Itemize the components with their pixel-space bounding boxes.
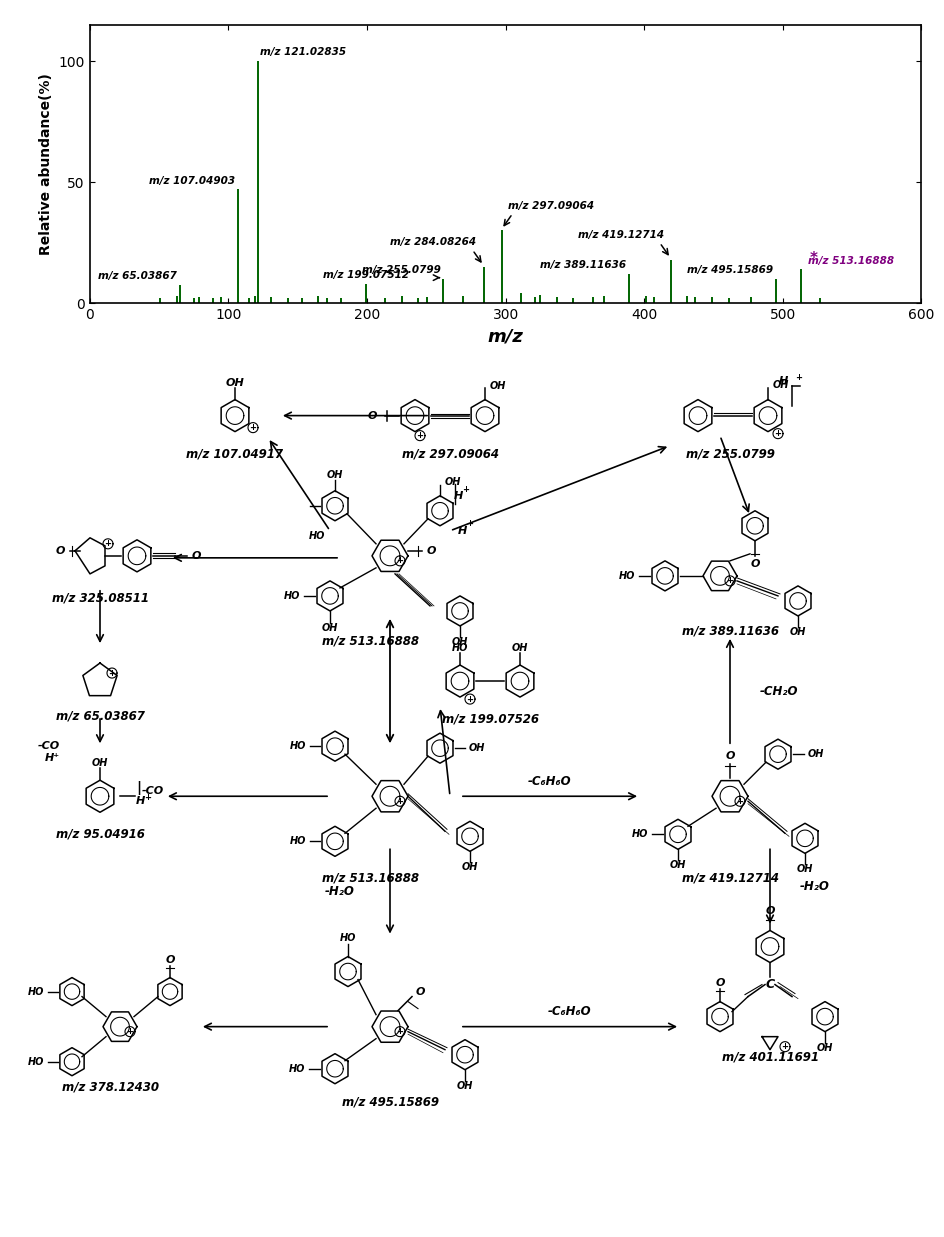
Text: m/z 378.12430: m/z 378.12430 [61, 1080, 159, 1094]
Text: HO: HO [288, 1064, 305, 1074]
Text: -C₆H₆O: -C₆H₆O [548, 1006, 591, 1018]
Text: +: + [735, 797, 743, 805]
Text: OH: OH [456, 1081, 473, 1091]
Text: OH: OH [490, 381, 506, 391]
Text: H: H [778, 376, 787, 386]
Text: -CO: -CO [142, 787, 164, 797]
Text: -C₆H₆O: -C₆H₆O [528, 774, 571, 788]
Text: m/z 255.0799: m/z 255.0799 [684, 447, 774, 460]
Text: m/z 107.04917: m/z 107.04917 [186, 447, 283, 460]
Text: -CO: -CO [38, 741, 59, 751]
X-axis label: m/z: m/z [487, 328, 523, 345]
Text: m/z 419.12714: m/z 419.12714 [577, 230, 663, 240]
Text: m/z 95.04916: m/z 95.04916 [56, 828, 144, 841]
Text: +: + [466, 520, 473, 528]
Text: m/z 495.15869: m/z 495.15869 [686, 265, 772, 276]
Text: +: + [466, 695, 473, 704]
Text: m/z 199.07512: m/z 199.07512 [322, 270, 409, 280]
Text: OH: OH [451, 637, 467, 647]
Text: OH: OH [789, 627, 805, 637]
Text: OH: OH [327, 470, 343, 480]
Text: HO: HO [289, 836, 306, 846]
Text: C: C [765, 978, 774, 991]
Text: HO: HO [27, 987, 44, 997]
Text: O: O [715, 977, 724, 987]
Text: +: + [416, 432, 423, 440]
Text: HO: HO [618, 571, 634, 581]
Text: +: + [396, 797, 403, 805]
Text: O: O [165, 955, 175, 965]
Text: m/z 513.16888: m/z 513.16888 [807, 256, 893, 266]
Text: OH: OH [322, 623, 338, 633]
Text: m/z 401.11691: m/z 401.11691 [720, 1050, 818, 1063]
Text: O: O [724, 751, 734, 761]
Text: m/z 513.16888: m/z 513.16888 [321, 872, 418, 884]
Text: OH: OH [512, 643, 528, 653]
Text: +: + [126, 1027, 133, 1037]
Text: m/z 199.07526: m/z 199.07526 [441, 713, 538, 726]
Text: +: + [109, 668, 115, 678]
Text: H⁺: H⁺ [44, 753, 59, 763]
Text: +: + [249, 423, 256, 432]
Text: O: O [192, 550, 201, 560]
Text: m/z 255.0799: m/z 255.0799 [362, 265, 440, 276]
Text: HO: HO [451, 643, 467, 653]
Text: O: O [56, 546, 65, 555]
Text: H: H [136, 797, 145, 807]
Text: +: + [396, 1027, 403, 1037]
Text: OH: OH [816, 1043, 833, 1053]
Text: HO: HO [309, 531, 325, 541]
Text: HO: HO [289, 741, 306, 751]
Text: m/z 284.08264: m/z 284.08264 [390, 238, 476, 247]
Text: *: * [808, 251, 817, 266]
Text: m/z 65.03867: m/z 65.03867 [56, 710, 144, 722]
Text: +: + [462, 485, 469, 495]
Text: H: H [457, 526, 466, 536]
Text: HO: HO [27, 1056, 44, 1066]
Y-axis label: Relative abundance(%): Relative abundance(%) [39, 73, 53, 255]
Text: m/z 389.11636: m/z 389.11636 [540, 261, 626, 271]
Text: m/z 107.04903: m/z 107.04903 [149, 176, 235, 186]
Text: m/z 495.15869: m/z 495.15869 [341, 1095, 438, 1108]
Text: OH: OH [796, 865, 813, 875]
Text: m/z 297.09064: m/z 297.09064 [508, 202, 594, 212]
Text: m/z 121.02835: m/z 121.02835 [260, 47, 346, 57]
Text: OH: OH [772, 380, 788, 390]
Text: OH: OH [92, 758, 108, 768]
Text: -H₂O: -H₂O [800, 880, 829, 893]
Text: +: + [726, 576, 733, 585]
Text: HO: HO [631, 829, 648, 840]
Text: m/z 513.16888: m/z 513.16888 [321, 635, 418, 647]
Text: O: O [750, 559, 759, 569]
Text: +: + [774, 429, 781, 438]
Text: +: + [105, 539, 111, 548]
Text: HO: HO [340, 934, 356, 944]
Text: m/z 389.11636: m/z 389.11636 [681, 625, 778, 637]
Text: OH: OH [462, 862, 478, 872]
Text: O: O [414, 987, 424, 997]
Text: +: + [396, 557, 403, 565]
Text: O: O [765, 907, 774, 917]
Text: O: O [427, 546, 436, 555]
Text: H: H [453, 491, 463, 501]
Text: -H₂O: -H₂O [325, 884, 355, 898]
Text: m/z 297.09064: m/z 297.09064 [401, 447, 498, 460]
Text: OH: OH [807, 750, 823, 760]
Text: -CH₂O: -CH₂O [759, 684, 798, 698]
Text: OH: OH [226, 377, 244, 387]
Text: m/z 325.08511: m/z 325.08511 [51, 591, 148, 605]
Text: +: + [143, 793, 151, 802]
Text: OH: OH [669, 861, 685, 871]
Text: OH: OH [468, 743, 485, 753]
Text: |: | [136, 782, 141, 795]
Text: +: + [781, 1043, 787, 1051]
Text: +: + [794, 374, 801, 382]
Text: m/z 419.12714: m/z 419.12714 [681, 872, 778, 884]
Text: HO: HO [283, 591, 299, 601]
Text: OH: OH [445, 476, 461, 486]
Text: m/z 65.03867: m/z 65.03867 [98, 271, 177, 281]
Text: O: O [367, 411, 377, 421]
